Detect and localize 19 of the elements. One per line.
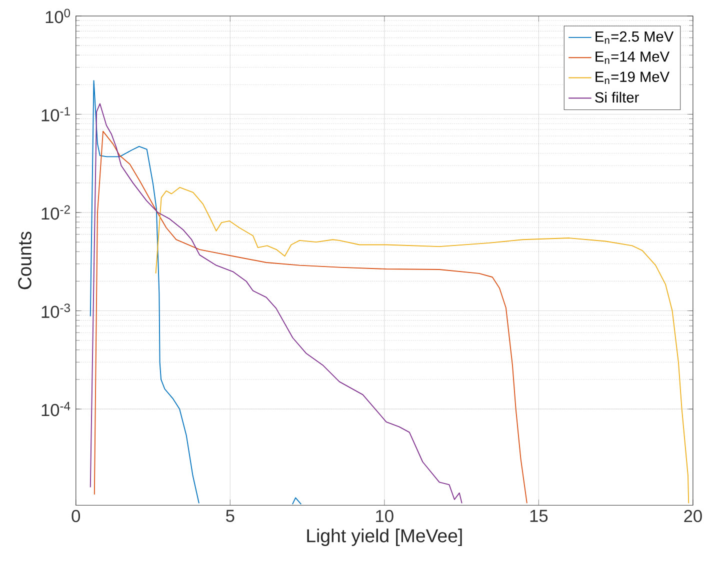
x-axis-title: Light yield [MeVee]: [307, 528, 462, 546]
y-tick-label: 10$^{-4}$: [42, 402, 70, 416]
y-tick-label: 10$^{-2}$: [42, 205, 70, 220]
y-axis-title: Counts: [18, 232, 32, 290]
y-tick-label: 10$^{-3}$: [42, 304, 70, 318]
x-tick-label: 20: [684, 510, 702, 522]
line-series: [155, 186, 690, 504]
line-series: [94, 130, 528, 504]
legend-label: E$_{n}$=19 MeV: [596, 72, 670, 84]
x-tick-label: 5: [226, 510, 234, 522]
legend-label: Si filter: [595, 92, 639, 103]
line-series: [90, 103, 462, 504]
legend-label: E$_{n}$=2.5 MeV: [596, 31, 674, 44]
x-tick-label: 10: [376, 510, 394, 522]
y-tick-label: 10$^{-1}$: [42, 107, 70, 122]
legend-label: E$_{n}$=14 MeV: [596, 52, 670, 64]
x-tick-label: 15: [530, 510, 548, 522]
y-tick-label: 10$^{0}$: [46, 8, 70, 24]
x-tick-label: 0: [72, 510, 80, 522]
